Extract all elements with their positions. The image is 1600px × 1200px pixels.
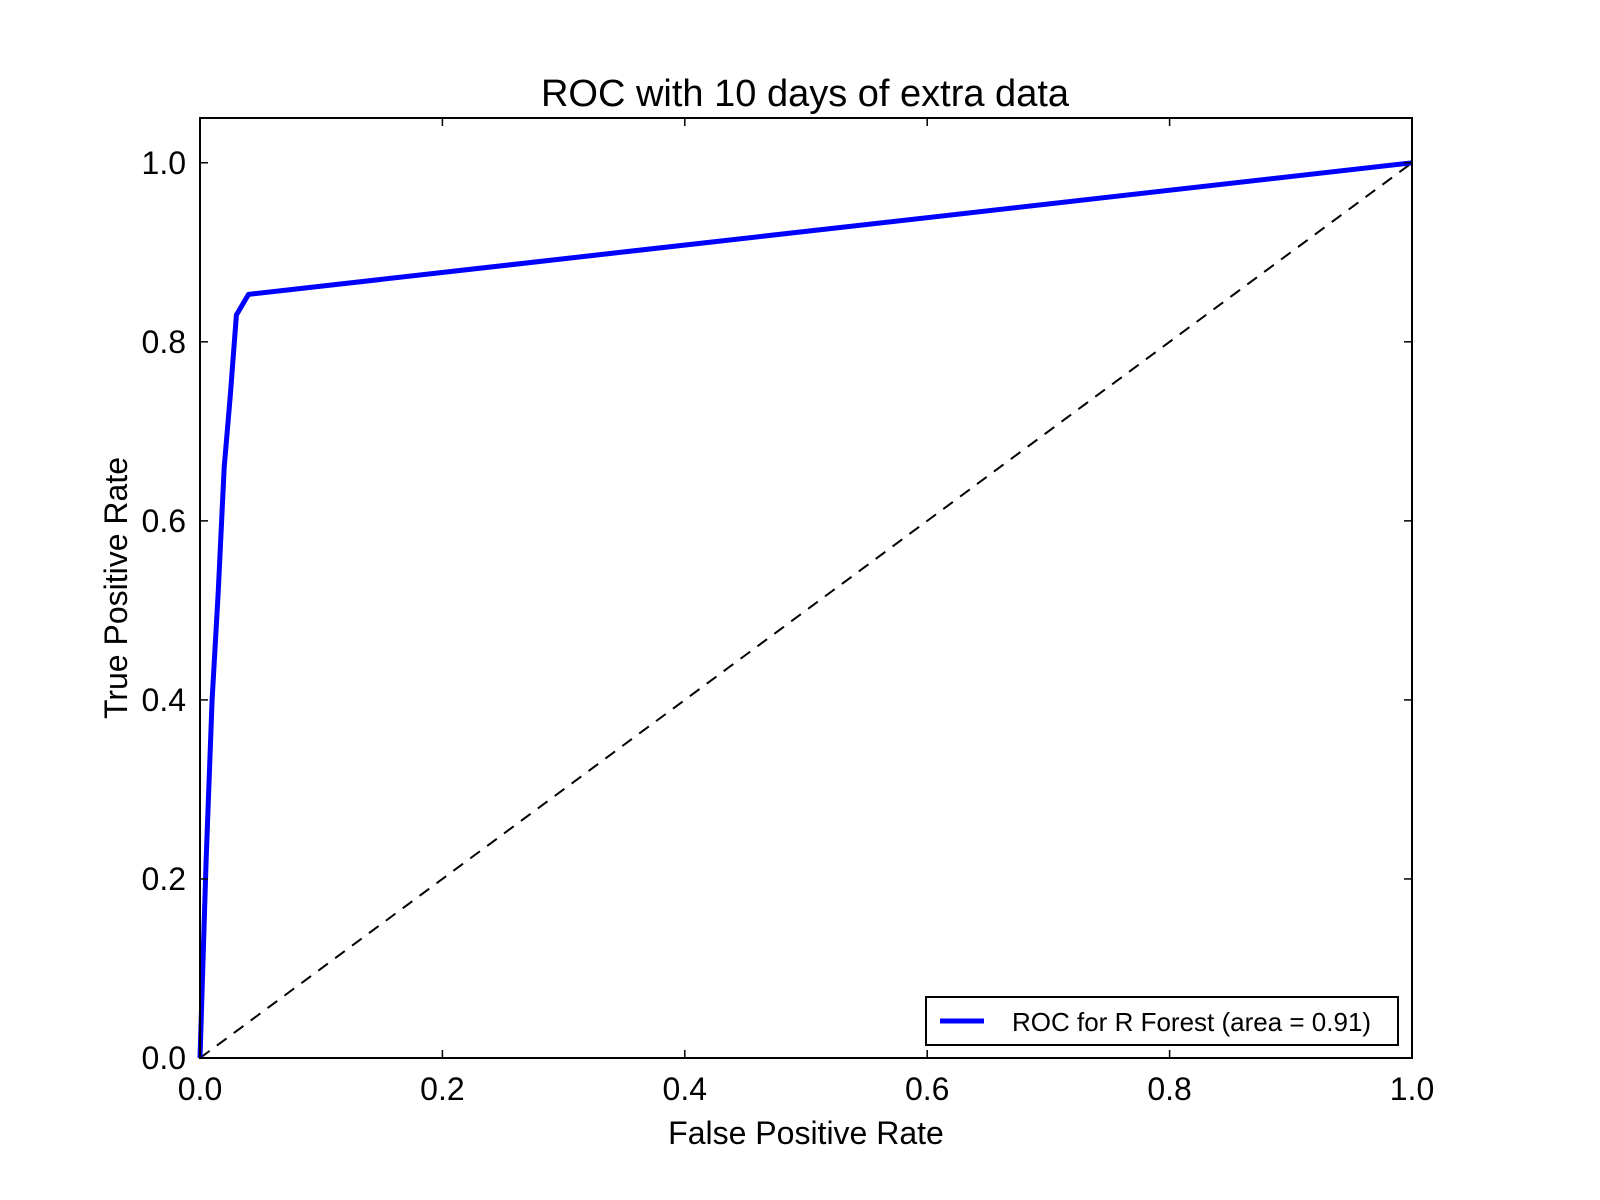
plot-frame bbox=[199, 117, 1413, 1059]
x-tick-label: 0.8 bbox=[1147, 1071, 1191, 1107]
y-tick-label: 0.4 bbox=[142, 682, 186, 718]
y-tick-label: 0.6 bbox=[142, 503, 186, 539]
x-axis-label: False Positive Rate bbox=[668, 1115, 944, 1151]
legend-label: ROC for R Forest (area = 0.91) bbox=[1012, 1007, 1371, 1037]
y-axis-label: True Positive Rate bbox=[98, 457, 134, 719]
series-layer bbox=[197, 160, 1413, 1059]
chart-title: ROC with 10 days of extra data bbox=[541, 73, 1070, 115]
y-tick-label: 0.2 bbox=[142, 861, 186, 897]
y-tick-label: 0.8 bbox=[142, 324, 186, 360]
x-tick-label: 0.4 bbox=[663, 1071, 707, 1107]
x-tick-label: 1.0 bbox=[1390, 1071, 1434, 1107]
legend-box bbox=[925, 996, 1399, 1046]
x-tick-label: 0.0 bbox=[178, 1071, 222, 1107]
legend: ROC for R Forest (area = 0.91) bbox=[925, 996, 1399, 1046]
ticks-layer: 0.0 0.2 0.4 0.6 0.8 1.0 0.0 0.2 0.4 0.6 0.8 1.0 bbox=[142, 118, 1434, 1107]
roc-curve-line bbox=[197, 160, 1413, 1059]
y-tick-label: 1.0 bbox=[142, 145, 186, 181]
y-tick-label: 0.0 bbox=[142, 1040, 186, 1076]
x-tick-label: 0.6 bbox=[905, 1071, 949, 1107]
x-tick-label: 0.2 bbox=[420, 1071, 464, 1107]
